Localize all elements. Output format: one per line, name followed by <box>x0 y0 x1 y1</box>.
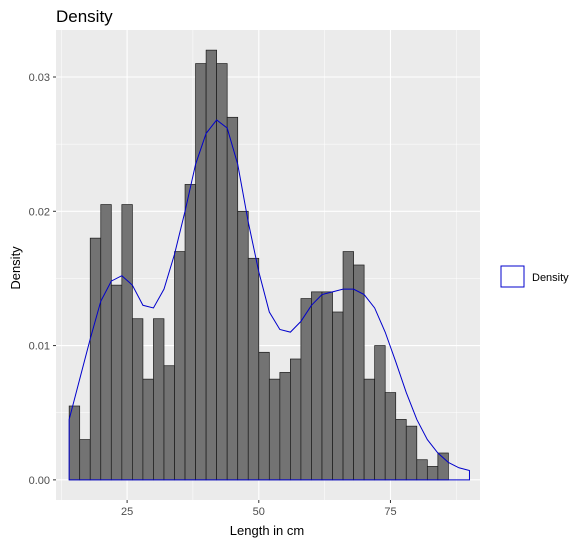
histogram-bar <box>437 452 449 481</box>
histogram-bar <box>405 425 418 481</box>
histogram-bar <box>342 251 354 481</box>
legend-label-density: Density <box>532 272 569 284</box>
x-axis-ticks: 25 50 75 <box>121 500 397 518</box>
x-tick-label: 50 <box>253 506 265 518</box>
chart-title: Density <box>56 7 113 26</box>
histogram-bar <box>237 210 249 481</box>
histogram-bar <box>363 378 376 481</box>
histogram-bar <box>205 49 217 481</box>
y-tick-label: 0.03 <box>29 72 50 84</box>
histogram-bar <box>195 63 207 481</box>
y-axis-ticks: 0.00 0.01 0.02 0.03 <box>29 72 56 487</box>
histogram-bar <box>300 298 312 481</box>
histogram-bar <box>290 358 302 481</box>
x-axis-title: Length in cm <box>230 523 304 538</box>
histogram-bar <box>184 184 196 481</box>
density-curve <box>68 119 470 481</box>
histogram-bar <box>132 318 144 481</box>
x-tick-label: 25 <box>121 506 133 518</box>
histogram-bar <box>321 291 333 481</box>
histogram-bar <box>79 439 91 481</box>
y-axis-title: Density <box>8 246 23 290</box>
histogram-bar <box>353 264 365 481</box>
histogram-bar <box>121 204 133 481</box>
histogram-bar <box>110 284 123 481</box>
histogram-bar <box>384 392 397 481</box>
histogram-bars <box>68 49 449 481</box>
histogram-bar <box>89 237 102 481</box>
legend: Density <box>500 265 569 288</box>
histogram-bar <box>332 311 344 481</box>
histogram-bar <box>216 63 228 481</box>
x-tick-label: 75 <box>384 506 396 518</box>
histogram-bar <box>374 345 386 481</box>
y-tick-label: 0.01 <box>29 341 50 353</box>
histogram-bar <box>153 318 165 481</box>
histogram-bar <box>426 466 439 481</box>
histogram-bar <box>311 291 323 481</box>
histogram-bar <box>163 365 175 481</box>
histogram-bar <box>68 405 81 481</box>
legend-key-density <box>500 265 525 288</box>
histogram-bar <box>279 372 291 481</box>
histogram-bar <box>258 351 270 481</box>
histogram-bar <box>247 257 260 481</box>
histogram-bar <box>268 378 281 481</box>
density-curve-layer <box>68 119 470 481</box>
histogram-bar <box>174 251 186 481</box>
y-tick-label: 0.02 <box>29 206 50 218</box>
histogram-bar <box>416 459 428 481</box>
y-tick-label: 0.00 <box>29 475 50 487</box>
histogram-bar <box>226 116 239 481</box>
histogram-bar <box>395 419 407 481</box>
histogram-bar <box>142 378 154 481</box>
histogram-bar <box>100 204 112 481</box>
